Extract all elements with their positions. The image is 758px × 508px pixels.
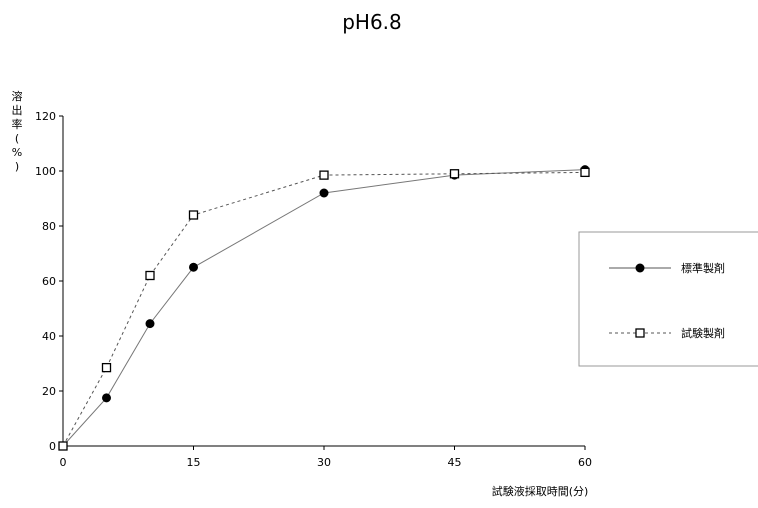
x-tick-label: 15 <box>187 456 201 469</box>
legend-label-standard: 標準製剤 <box>681 261 725 275</box>
axes <box>62 116 585 447</box>
chart-title: pH6.8 <box>342 10 402 34</box>
x-tick-label: 30 <box>317 456 331 469</box>
x-tick-label: 45 <box>448 456 462 469</box>
data-point-marker <box>101 362 112 373</box>
series-standard <box>58 165 590 451</box>
y-axis-label-char: ( <box>15 132 19 145</box>
data-point-marker <box>188 210 199 220</box>
data-point-marker <box>102 393 111 403</box>
y-tick-label: 60 <box>42 275 56 288</box>
y-axis-ticks: 0 20 40 60 80 100 120 <box>35 110 63 453</box>
x-tick-label: 60 <box>578 456 592 469</box>
legend-label-test: 試験製剤 <box>681 326 725 340</box>
data-point-marker <box>58 441 68 451</box>
legend-marker-test <box>635 328 645 338</box>
legend-marker-standard <box>635 263 645 273</box>
y-tick-label: 40 <box>42 330 56 343</box>
series-line <box>62 171 586 447</box>
y-axis-label-char: 溶 <box>12 89 23 103</box>
data-point-marker <box>319 170 329 180</box>
legend: 標準製剤 試験製剤 <box>578 231 758 367</box>
x-tick-label: 0 <box>60 456 67 469</box>
y-tick-label: 80 <box>42 220 56 233</box>
data-point-marker <box>449 169 460 179</box>
data-point-marker <box>189 262 198 272</box>
y-axis-label-char: 出 <box>12 103 23 117</box>
y-tick-label: 20 <box>42 385 56 398</box>
y-axis-label-char: % <box>12 146 22 159</box>
plot-series <box>58 165 590 451</box>
y-axis-label: 溶出率(%) <box>12 89 23 173</box>
y-tick-label: 0 <box>49 440 56 453</box>
data-point-marker <box>145 270 155 281</box>
series-line <box>62 169 586 447</box>
series-test <box>58 167 590 451</box>
data-point-marker <box>580 167 590 178</box>
x-axis-label: 試験液採取時間(分) <box>492 484 589 498</box>
y-tick-label: 100 <box>35 165 56 178</box>
data-point-marker <box>319 188 329 198</box>
legend-box <box>578 231 758 367</box>
y-tick-label: 120 <box>35 110 56 123</box>
x-axis-ticks: 0 15 30 45 60 <box>60 446 592 469</box>
y-axis-label-char: 率 <box>12 117 23 131</box>
data-point-marker <box>145 319 155 329</box>
y-axis-label-char: ) <box>15 160 19 173</box>
